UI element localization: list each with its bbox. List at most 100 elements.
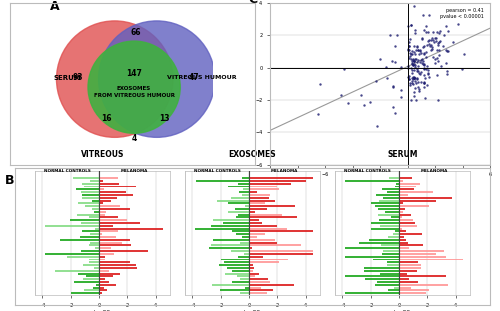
Bar: [345, 292, 399, 294]
Point: [404, 75, 412, 80]
Bar: [399, 230, 406, 232]
Bar: [364, 267, 399, 269]
Bar: [82, 197, 99, 199]
Bar: [90, 258, 99, 261]
Bar: [380, 225, 399, 227]
Bar: [99, 239, 130, 241]
Point: [410, 90, 418, 95]
Point: [431, 60, 439, 65]
Bar: [239, 191, 249, 193]
Point: [458, 66, 466, 71]
Bar: [249, 208, 268, 210]
Bar: [249, 177, 313, 179]
Point: [405, 48, 413, 53]
Bar: [399, 191, 432, 193]
Bar: [249, 205, 296, 207]
Bar: [399, 208, 405, 210]
Bar: [99, 228, 163, 230]
Bar: [246, 205, 249, 207]
Point: [396, 87, 404, 92]
Bar: [249, 264, 253, 266]
Point: [429, 54, 437, 59]
Bar: [399, 194, 408, 196]
Point: [410, 62, 418, 67]
Bar: [399, 290, 428, 291]
Point: [357, 93, 365, 98]
Point: [314, 111, 322, 116]
Bar: [56, 270, 99, 272]
Point: [416, 71, 424, 76]
Bar: [399, 225, 417, 227]
Point: [420, 81, 428, 86]
Point: [424, 67, 432, 72]
Bar: [399, 214, 410, 216]
Point: [360, 103, 368, 108]
Bar: [372, 228, 399, 230]
Point: [391, 59, 399, 64]
Bar: [249, 230, 313, 232]
Bar: [382, 253, 399, 255]
Point: [390, 105, 398, 110]
Bar: [99, 197, 117, 199]
Bar: [99, 290, 107, 291]
Point: [405, 77, 413, 81]
Point: [408, 78, 416, 83]
Point: [408, 76, 416, 81]
Point: [443, 69, 451, 74]
Point: [413, 59, 421, 64]
Bar: [99, 216, 118, 218]
Point: [408, 49, 416, 54]
Point: [424, 38, 432, 43]
Point: [405, 43, 413, 48]
Text: NORMAL CONTROLS: NORMAL CONTROLS: [194, 169, 240, 173]
Point: [413, 44, 421, 49]
Point: [406, 82, 414, 87]
Point: [382, 65, 390, 70]
Point: [412, 57, 420, 62]
Point: [412, 56, 420, 61]
Point: [424, 83, 432, 88]
Bar: [399, 239, 406, 241]
Point: [391, 111, 399, 116]
Point: [417, 79, 425, 84]
Point: [414, 64, 422, 69]
Bar: [376, 194, 399, 196]
Bar: [90, 244, 99, 246]
Bar: [388, 290, 399, 291]
Circle shape: [88, 41, 180, 133]
Point: [406, 40, 413, 45]
Bar: [218, 200, 249, 202]
X-axis label: log_RQ: log_RQ: [244, 309, 261, 311]
Bar: [76, 188, 99, 190]
Bar: [249, 225, 276, 227]
Bar: [86, 275, 99, 277]
Bar: [77, 214, 99, 216]
Bar: [95, 228, 99, 230]
Bar: [249, 202, 265, 204]
Bar: [249, 219, 259, 221]
Bar: [92, 200, 99, 202]
Point: [422, 66, 430, 71]
Point: [454, 22, 462, 27]
Bar: [249, 239, 276, 241]
Bar: [399, 233, 421, 235]
Point: [337, 92, 345, 97]
Point: [448, 39, 456, 44]
Bar: [249, 228, 288, 230]
Bar: [99, 278, 105, 280]
Point: [420, 80, 428, 85]
Bar: [399, 242, 408, 244]
Point: [435, 31, 443, 36]
Bar: [372, 202, 399, 204]
Bar: [99, 236, 116, 238]
Point: [410, 50, 418, 55]
Bar: [249, 267, 254, 269]
Point: [436, 28, 444, 33]
Point: [419, 61, 427, 66]
Bar: [249, 186, 277, 188]
Point: [408, 63, 416, 68]
Bar: [70, 219, 99, 221]
Bar: [99, 250, 148, 252]
Point: [410, 59, 418, 64]
Circle shape: [56, 21, 173, 137]
